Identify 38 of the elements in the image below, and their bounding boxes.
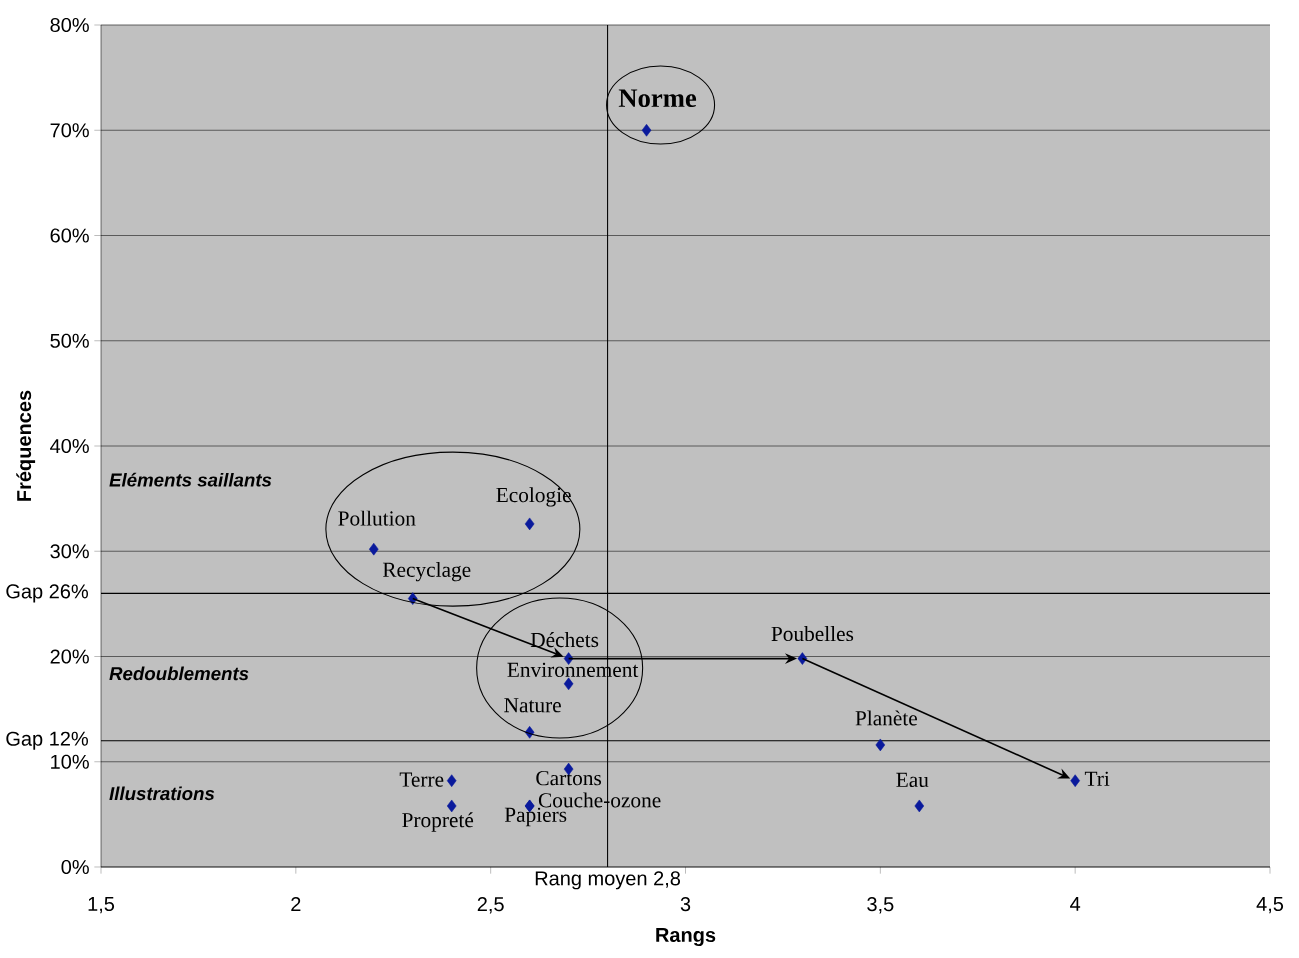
y-tick-label: 40% — [50, 438, 89, 454]
y-tick-label: 80% — [50, 17, 89, 33]
ref-line-label: Gap 26% — [6, 584, 88, 603]
annotation: Papiers — [504, 807, 567, 827]
annotation: Eléments saillants — [109, 472, 272, 487]
annotation: Déchets — [530, 632, 599, 648]
annotation: Pollution — [338, 510, 416, 526]
y-tick-label: 60% — [50, 228, 89, 243]
ref-line-label: Gap 12% — [6, 731, 88, 750]
annotation: Norme — [618, 89, 697, 108]
annotation: Propreté — [402, 812, 474, 832]
annotation: Planète — [855, 710, 917, 726]
x-tick-label: 4,5 — [1256, 897, 1284, 914]
x-tick-label: 3 — [680, 897, 691, 912]
y-tick-label: 0% — [61, 859, 89, 875]
annotation: Illustrations — [109, 786, 215, 801]
x-tick-label: 2 — [291, 897, 301, 912]
annotation: Eau — [896, 772, 929, 788]
x-tick-label: 1,5 — [88, 897, 115, 914]
annotation: Redoublements — [109, 666, 249, 681]
annotation: Recyclage — [382, 561, 471, 582]
annotation: Ecologie — [496, 487, 571, 507]
y-tick-label: 10% — [51, 754, 89, 769]
x-tick-label: 3,5 — [867, 897, 894, 914]
y-tick-label: 30% — [50, 544, 89, 559]
y-tick-label: 70% — [50, 123, 89, 138]
ref-line-label: Rang moyen 2,8 — [535, 871, 681, 890]
annotation: Terre — [399, 772, 444, 787]
y-tick-label: 50% — [50, 333, 89, 348]
x-tick-label: 4 — [1070, 897, 1081, 911]
y-tick-label: 20% — [50, 649, 89, 664]
x-axis-title: Rangs — [656, 928, 716, 947]
annotation: Nature — [504, 698, 561, 713]
y-axis-title: Fréquences — [16, 390, 36, 501]
annotation: Cartons — [536, 770, 602, 786]
x-tick-label: 2,5 — [477, 897, 504, 914]
annotation: Poubelles — [771, 626, 854, 642]
annotation: Tri — [1084, 771, 1110, 786]
